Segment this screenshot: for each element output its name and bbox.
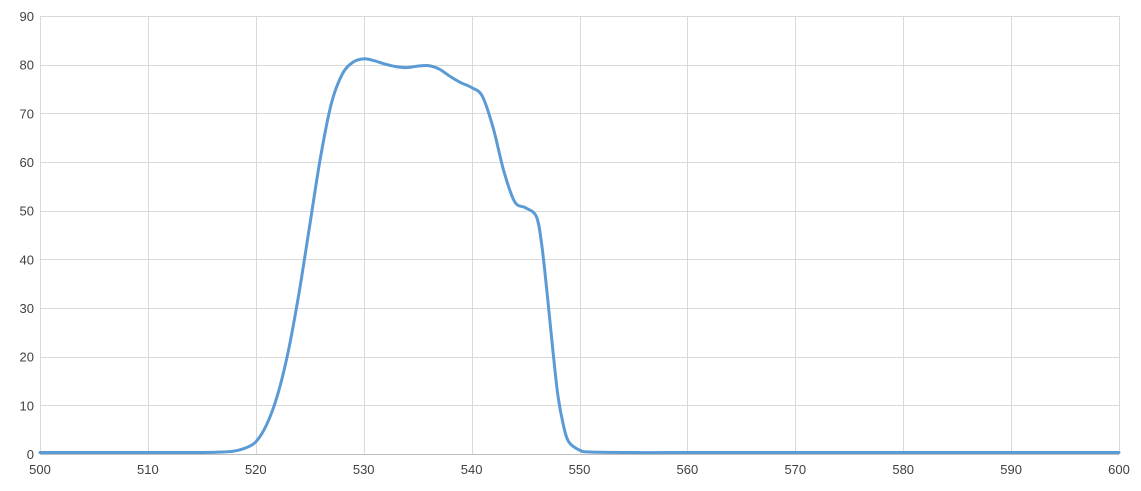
y-tick-label-90: 90 (20, 9, 34, 24)
y-tick-label-70: 70 (20, 106, 34, 121)
y-tick-label-60: 60 (20, 155, 34, 170)
y-tick-label-50: 50 (20, 204, 34, 219)
series-line-0 (38, 57, 1121, 455)
x-tick-label-540: 540 (461, 462, 483, 477)
series-layer (38, 57, 1121, 455)
x-tick-label-530: 530 (353, 462, 375, 477)
y-tick-label-80: 80 (20, 58, 34, 73)
x-tick-label-590: 590 (1000, 462, 1022, 477)
x-tick-label-500: 500 (29, 462, 51, 477)
x-tick-label-520: 520 (245, 462, 267, 477)
y-tick-label-0: 0 (27, 447, 34, 462)
y-tick-label-20: 20 (20, 350, 34, 365)
x-tick-label-550: 550 (569, 462, 591, 477)
y-tick-label-10: 10 (20, 398, 34, 413)
x-tick-label-510: 510 (137, 462, 159, 477)
x-tick-label-570: 570 (784, 462, 806, 477)
x-tick-label-560: 560 (677, 462, 699, 477)
x-tick-label-580: 580 (892, 462, 914, 477)
gridlines (40, 16, 1120, 454)
tick-labels: 0 10 20 30 40 50 60 70 80 90 500 510 520 530 540 550 560… (20, 9, 1130, 477)
y-tick-label-40: 40 (20, 252, 34, 267)
x-tick-label-600: 600 (1108, 462, 1130, 477)
y-tick-label-30: 30 (20, 301, 34, 316)
